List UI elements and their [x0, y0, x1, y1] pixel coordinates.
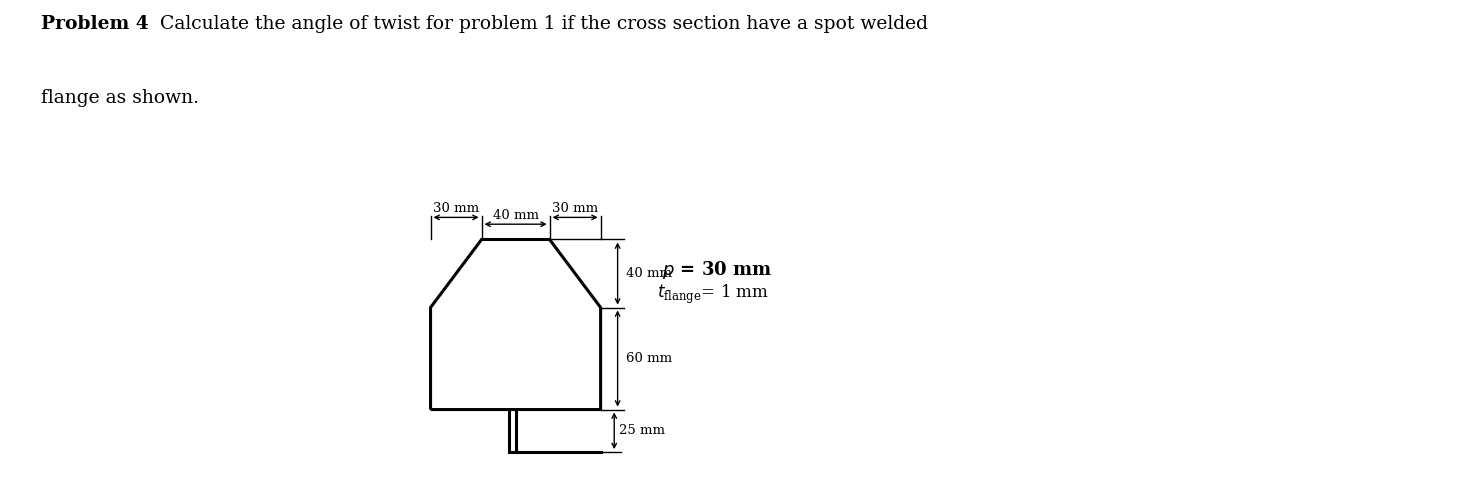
- Text: Calculate the angle of twist for problem 1 if the cross section have a spot weld: Calculate the angle of twist for problem…: [148, 15, 928, 33]
- Text: Problem 4: Problem 4: [41, 15, 149, 33]
- Text: 25 mm: 25 mm: [620, 424, 665, 437]
- Text: 60 mm: 60 mm: [626, 352, 673, 365]
- Text: $t_{\mathregular{flange}}$= 1 mm: $t_{\mathregular{flange}}$= 1 mm: [656, 282, 769, 306]
- Text: $\mathit{p}$ = 30 mm: $\mathit{p}$ = 30 mm: [662, 259, 772, 281]
- Text: 30 mm: 30 mm: [553, 202, 598, 215]
- Text: flange as shown.: flange as shown.: [41, 89, 199, 107]
- Text: 30 mm: 30 mm: [433, 202, 480, 215]
- Text: 40 mm: 40 mm: [626, 267, 673, 280]
- Text: 40 mm: 40 mm: [493, 209, 538, 222]
